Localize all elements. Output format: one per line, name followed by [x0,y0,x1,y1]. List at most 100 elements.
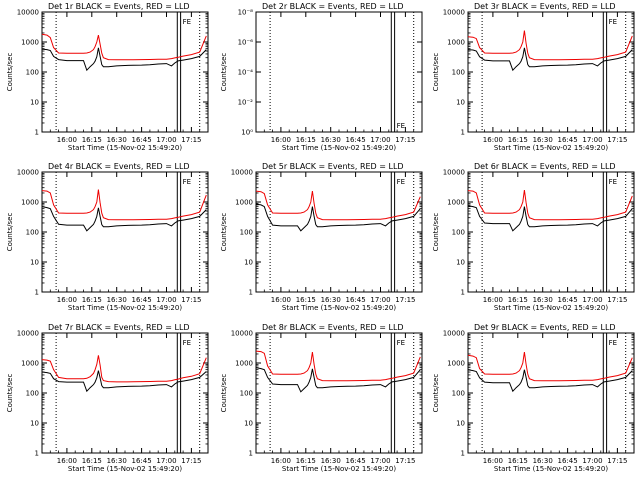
x-tick-label: 16:45 [558,296,578,304]
x-tick-label: 16:45 [132,296,152,304]
x-tick-label: 16:15 [82,457,102,465]
panel-title: Det 3r BLACK = Events, RED = LLD [474,2,616,11]
y-axis-label: Counts/sec [220,213,228,252]
panel-det-4: Det 4r BLACK = Events, RED = LLD 1 10 100 10… [6,162,209,312]
x-axis-label: Start Time (15-Nov-02 15:49:20) [494,304,608,312]
panel-title: Det 8r BLACK = Events, RED = LLD [262,323,404,332]
x-axis-label: Start Time (15-Nov-02 15:49:20) [68,144,182,152]
x-tick-label: 16:30 [321,296,341,304]
fe-annotation: FE [609,18,617,26]
series-events-line [41,206,207,232]
y-axis-label: Counts/sec [220,374,228,413]
x-axis-label: Start Time (15-Nov-02 15:49:20) [282,304,396,312]
y-axis-label: Counts/sec [6,213,14,252]
x-tick-label: 16:15 [508,136,528,144]
y-tick-label: 10 [456,99,465,107]
plot-frame [255,332,423,454]
panel-title: Det 5r BLACK = Events, RED = LLD [262,162,404,171]
x-tick-label: 16:30 [533,136,553,144]
series-lld-line [41,355,207,383]
x-tick-label: 16:00 [483,136,503,144]
y-tick-label: 10 [456,420,465,428]
x-tick-label: 17:00 [156,136,176,144]
y-axis-label: Counts/sec [432,374,440,413]
x-tick-label: 16:15 [296,296,316,304]
x-tick-label: 16:15 [296,136,316,144]
x-axis-label: Start Time (15-Nov-02 15:49:20) [494,465,608,473]
y-tick-label: 10 [30,420,39,428]
y-tick-label: 10 [30,259,39,267]
panel-title: Det 4r BLACK = Events, RED = LLD [48,162,190,171]
y-tick-label: 100 [240,229,253,237]
plot-frame [41,332,209,454]
x-tick-label: 17:15 [607,296,627,304]
x-tick-label: 16:00 [271,457,291,465]
x-tick-label: 17:00 [156,457,176,465]
x-tick-label: 17:00 [582,457,602,465]
y-tick-label: 1 [461,450,465,458]
y-axis-label: Counts/sec [6,53,14,92]
x-tick-label: 16:15 [508,296,528,304]
x-tick-label: 16:45 [346,296,366,304]
plot-frame [41,11,209,133]
y-tick-label: 1000 [21,39,39,47]
x-tick-label: 16:45 [132,457,152,465]
x-tick-label: 16:00 [483,457,503,465]
fe-annotation: FE [183,18,191,26]
x-tick-label: 16:00 [57,136,77,144]
fe-annotation: FE [397,122,405,130]
x-axis-label: Start Time (15-Nov-02 15:49:20) [68,304,182,312]
x-tick-label: 16:15 [82,136,102,144]
x-tick-label: 17:15 [181,457,201,465]
panel-title: Det 2r BLACK = Events, RED = LLD [262,2,404,11]
panel-det-2: Det 2r BLACK = Events, RED = LLD 10⁰ 10⁻² 1… [220,2,423,152]
y-axis-label: Counts/sec [220,53,228,92]
x-axis-label: Start Time (15-Nov-02 15:49:20) [282,465,396,473]
series-events-line [467,47,633,72]
panel-det-7: Det 7r BLACK = Events, RED = LLD 1 10 100 10… [6,323,209,473]
fe-annotation: FE [183,339,191,347]
panel-title: Det 6r BLACK = Events, RED = LLD [474,162,616,171]
series-lld-line [255,350,421,382]
y-tick-label: 10⁻² [238,99,254,107]
plot-frame [255,171,423,293]
x-tick-label: 16:00 [57,457,77,465]
fe-annotation: FE [609,339,617,347]
panel-det-9: Det 9r BLACK = Events, RED = LLD 1 10 100 10… [432,323,635,473]
y-tick-label: 100 [26,69,39,77]
x-axis-label: Start Time (15-Nov-02 15:49:20) [494,144,608,152]
x-tick-label: 17:00 [156,296,176,304]
panel-det-3: Det 3r BLACK = Events, RED = LLD 1 10 100 10… [432,2,635,152]
series-lld-line [467,190,633,221]
series-lld-line [41,33,207,61]
x-tick-label: 17:15 [181,136,201,144]
y-tick-label: 10⁻⁶ [238,39,254,47]
y-tick-label: 1000 [447,199,465,207]
y-tick-label: 1000 [21,360,39,368]
y-tick-label: 10⁰ [241,129,253,137]
y-tick-label: 1000 [235,360,253,368]
plot-frame [467,332,635,454]
x-tick-label: 16:15 [508,457,528,465]
series-events-line [255,203,421,232]
y-tick-label: 1 [35,289,39,297]
y-axis-label: Counts/sec [6,374,14,413]
panel-det-5: Det 5r BLACK = Events, RED = LLD 1 10 100 10… [220,162,423,312]
x-tick-label: 16:30 [321,457,341,465]
y-tick-label: 100 [452,69,465,77]
series-events-line [467,369,633,393]
y-tick-label: 1000 [235,199,253,207]
series-events-line [467,205,633,232]
y-axis-label: Counts/sec [432,53,440,92]
fe-annotation: FE [183,178,191,186]
y-tick-label: 100 [26,229,39,237]
x-tick-label: 17:00 [582,296,602,304]
x-tick-label: 16:45 [346,457,366,465]
y-tick-label: 10000 [443,169,465,177]
x-tick-label: 17:00 [370,457,390,465]
x-axis-label: Start Time (15-Nov-02 15:49:20) [282,144,396,152]
series-lld-line [467,352,633,382]
x-tick-label: 17:15 [395,296,415,304]
y-tick-label: 1 [35,450,39,458]
x-tick-label: 16:45 [346,136,366,144]
